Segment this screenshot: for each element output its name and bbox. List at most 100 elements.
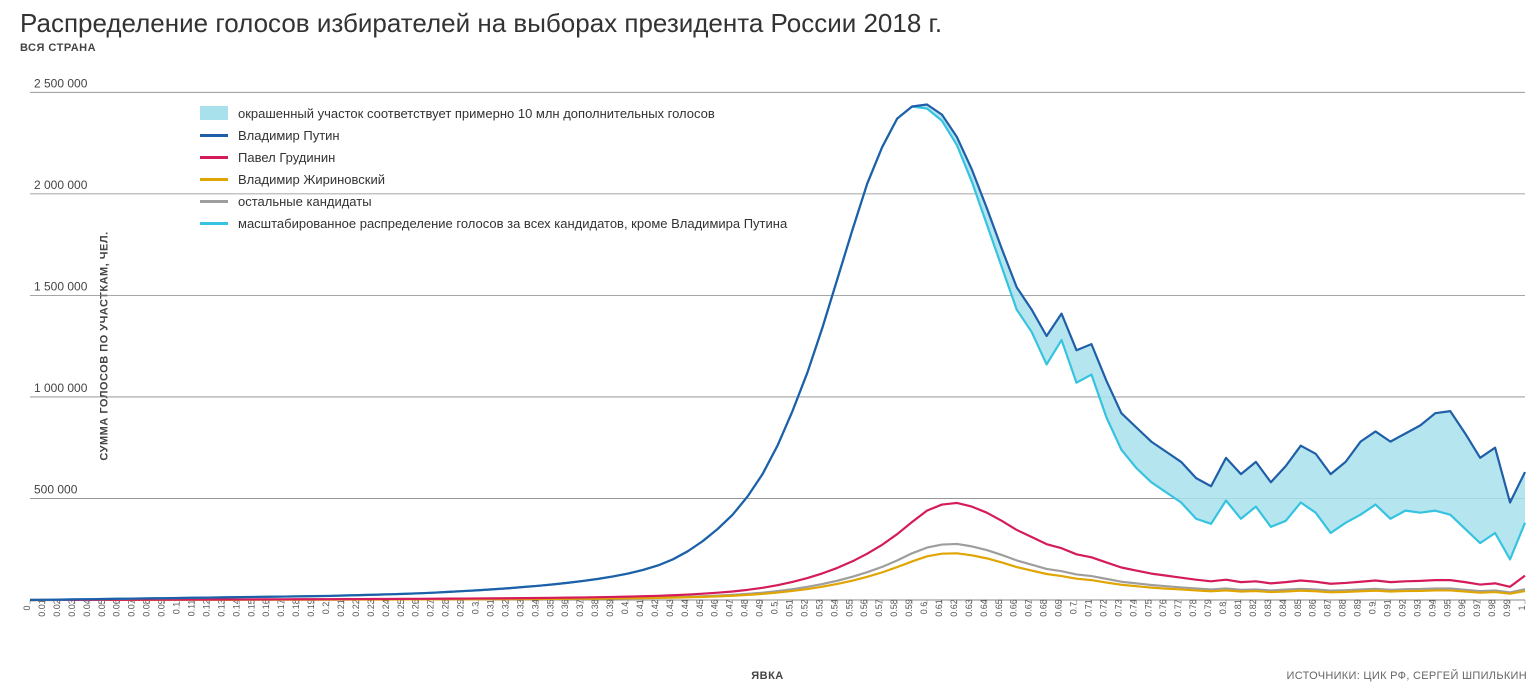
- svg-text:0.96: 0.96: [1457, 599, 1467, 617]
- svg-text:0.61: 0.61: [934, 599, 944, 617]
- svg-text:1 500 000: 1 500 000: [34, 279, 88, 293]
- svg-text:1: 1: [1517, 605, 1527, 610]
- svg-text:0.32: 0.32: [500, 599, 510, 617]
- svg-text:0.82: 0.82: [1248, 599, 1258, 617]
- svg-text:0.73: 0.73: [1113, 599, 1123, 617]
- svg-text:0.25: 0.25: [396, 599, 406, 617]
- svg-text:0.87: 0.87: [1323, 599, 1333, 617]
- svg-text:0.5: 0.5: [770, 602, 780, 615]
- svg-text:0.79: 0.79: [1203, 599, 1213, 617]
- svg-text:0.4: 0.4: [620, 602, 630, 615]
- svg-text:500 000: 500 000: [34, 482, 78, 496]
- svg-text:0.57: 0.57: [874, 599, 884, 617]
- svg-text:0.84: 0.84: [1278, 599, 1288, 617]
- svg-text:0.94: 0.94: [1427, 599, 1437, 617]
- svg-text:1 000 000: 1 000 000: [34, 381, 88, 395]
- svg-text:0.11: 0.11: [186, 600, 196, 617]
- svg-text:0.08: 0.08: [142, 599, 152, 617]
- svg-text:0.75: 0.75: [1143, 599, 1153, 617]
- svg-text:0.1: 0.1: [172, 602, 182, 615]
- svg-text:0.8: 0.8: [1218, 602, 1228, 615]
- svg-text:0.52: 0.52: [799, 599, 809, 617]
- svg-text:0.45: 0.45: [695, 599, 705, 617]
- svg-text:0.62: 0.62: [949, 599, 959, 617]
- svg-text:0.33: 0.33: [515, 599, 525, 617]
- svg-text:0.47: 0.47: [725, 599, 735, 617]
- svg-text:0.27: 0.27: [426, 599, 436, 617]
- svg-text:0.37: 0.37: [575, 599, 585, 617]
- svg-text:0.83: 0.83: [1263, 599, 1273, 617]
- svg-text:0.77: 0.77: [1173, 599, 1183, 617]
- svg-text:0.42: 0.42: [650, 599, 660, 617]
- svg-text:0.74: 0.74: [1128, 599, 1138, 617]
- svg-text:0.91: 0.91: [1382, 599, 1392, 617]
- svg-text:0.69: 0.69: [1054, 599, 1064, 617]
- svg-text:0.43: 0.43: [665, 599, 675, 617]
- svg-text:0.24: 0.24: [381, 599, 391, 617]
- svg-text:0.39: 0.39: [605, 599, 615, 617]
- svg-text:0: 0: [22, 605, 32, 610]
- svg-text:0.03: 0.03: [67, 599, 77, 617]
- svg-text:0.41: 0.41: [635, 599, 645, 617]
- svg-text:0.76: 0.76: [1158, 599, 1168, 617]
- svg-text:0.63: 0.63: [964, 599, 974, 617]
- svg-text:0.7: 0.7: [1069, 602, 1079, 615]
- svg-text:0.3: 0.3: [471, 602, 481, 615]
- svg-text:0.28: 0.28: [441, 599, 451, 617]
- svg-text:0.2: 0.2: [321, 602, 331, 615]
- svg-text:0.65: 0.65: [994, 599, 1004, 617]
- svg-text:0.15: 0.15: [246, 599, 256, 617]
- svg-text:0.6: 0.6: [919, 602, 929, 615]
- svg-text:0.29: 0.29: [456, 599, 466, 617]
- svg-text:0.36: 0.36: [560, 599, 570, 617]
- svg-text:0.85: 0.85: [1293, 599, 1303, 617]
- svg-text:0.04: 0.04: [82, 599, 92, 617]
- svg-text:0.93: 0.93: [1412, 599, 1422, 617]
- svg-text:0.16: 0.16: [261, 599, 271, 617]
- svg-text:0.02: 0.02: [52, 599, 62, 617]
- svg-text:0.81: 0.81: [1233, 599, 1243, 617]
- svg-text:0.54: 0.54: [829, 599, 839, 617]
- chart-canvas: 500 000 1 000 000 1 500 000 2 000 000 2 500 …: [0, 0, 1535, 688]
- svg-text:0.21: 0.21: [336, 599, 346, 617]
- svg-text:0.98: 0.98: [1487, 599, 1497, 617]
- svg-text:0.23: 0.23: [366, 599, 376, 617]
- svg-text:0.06: 0.06: [112, 599, 122, 617]
- svg-text:0.86: 0.86: [1308, 599, 1318, 617]
- svg-text:0.95: 0.95: [1442, 599, 1452, 617]
- svg-text:0.9: 0.9: [1368, 602, 1378, 615]
- svg-text:0.44: 0.44: [680, 599, 690, 617]
- svg-text:0.59: 0.59: [904, 599, 914, 617]
- svg-text:0.18: 0.18: [291, 599, 301, 617]
- svg-text:0.12: 0.12: [201, 599, 211, 617]
- svg-text:0.38: 0.38: [590, 599, 600, 617]
- svg-text:0.99: 0.99: [1502, 599, 1512, 617]
- svg-text:0.78: 0.78: [1188, 599, 1198, 617]
- svg-text:0.09: 0.09: [157, 599, 167, 617]
- svg-text:0.97: 0.97: [1472, 599, 1482, 617]
- svg-text:0.34: 0.34: [530, 599, 540, 617]
- svg-text:0.89: 0.89: [1353, 599, 1363, 617]
- svg-text:0.58: 0.58: [889, 599, 899, 617]
- svg-text:0.35: 0.35: [545, 599, 555, 617]
- svg-text:0.14: 0.14: [231, 599, 241, 617]
- svg-text:0.88: 0.88: [1338, 599, 1348, 617]
- svg-text:2 500 000: 2 500 000: [34, 76, 88, 90]
- svg-text:0.05: 0.05: [97, 599, 107, 617]
- svg-text:0.13: 0.13: [216, 599, 226, 617]
- svg-text:0.71: 0.71: [1083, 599, 1093, 617]
- svg-text:2 000 000: 2 000 000: [34, 178, 88, 192]
- svg-text:0.17: 0.17: [276, 599, 286, 617]
- svg-text:0.46: 0.46: [710, 599, 720, 617]
- svg-text:0.26: 0.26: [411, 599, 421, 617]
- svg-text:0.64: 0.64: [979, 599, 989, 617]
- svg-text:0.56: 0.56: [859, 599, 869, 617]
- svg-text:0.67: 0.67: [1024, 599, 1034, 617]
- svg-text:0.01: 0.01: [37, 599, 47, 617]
- svg-text:0.31: 0.31: [485, 599, 495, 617]
- svg-text:0.68: 0.68: [1039, 599, 1049, 617]
- svg-text:0.22: 0.22: [351, 599, 361, 617]
- svg-text:0.48: 0.48: [740, 599, 750, 617]
- svg-text:0.55: 0.55: [844, 599, 854, 617]
- svg-text:0.07: 0.07: [127, 599, 137, 617]
